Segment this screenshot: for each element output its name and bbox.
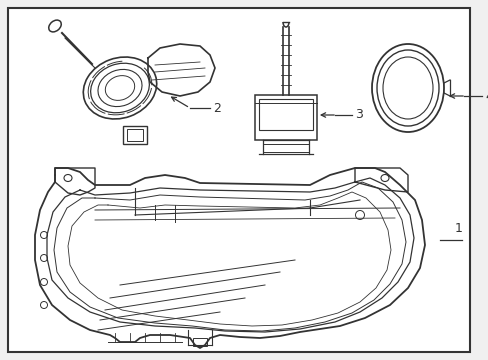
Text: 1: 1 [454, 222, 462, 235]
Text: 3: 3 [354, 108, 362, 122]
Bar [123, 126, 147, 144]
Bar [254, 95, 316, 140]
Bar [193, 338, 206, 346]
Bar [263, 144, 308, 152]
Text: 4: 4 [484, 90, 488, 103]
Text: 2: 2 [213, 102, 221, 114]
Bar [259, 99, 312, 130]
Bar [127, 129, 142, 141]
